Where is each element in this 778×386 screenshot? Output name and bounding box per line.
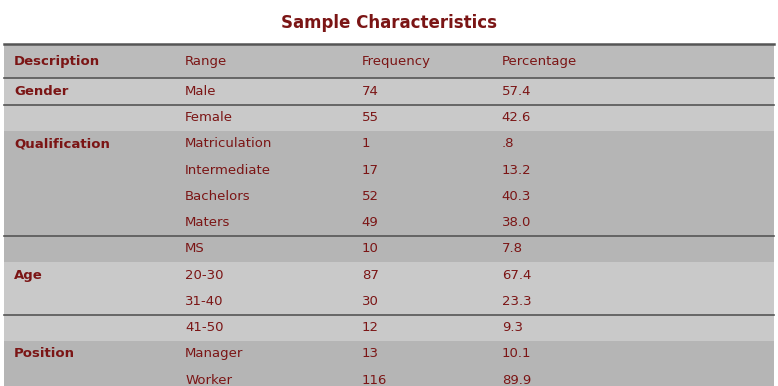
Bar (4, 236, 774, 262)
Text: Worker: Worker (185, 374, 232, 386)
Text: 12: 12 (362, 321, 379, 334)
Text: 7.8: 7.8 (502, 242, 523, 256)
Text: 42.6: 42.6 (502, 111, 531, 124)
Text: 30: 30 (362, 295, 379, 308)
Bar (4, 78, 774, 105)
Bar (4, 44, 774, 78)
Text: Maters: Maters (185, 216, 230, 229)
Bar (4, 131, 774, 157)
Text: Percentage: Percentage (502, 55, 577, 68)
Text: Age: Age (14, 269, 43, 282)
Text: 13: 13 (362, 347, 379, 361)
Text: 40.3: 40.3 (502, 190, 531, 203)
Text: 87: 87 (362, 269, 379, 282)
Text: 74: 74 (362, 85, 379, 98)
Text: 38.0: 38.0 (502, 216, 531, 229)
Bar (4, 315, 774, 341)
Bar (4, 262, 774, 288)
Bar (4, 341, 774, 367)
Text: 10.1: 10.1 (502, 347, 531, 361)
Text: 57.4: 57.4 (502, 85, 531, 98)
Text: Manager: Manager (185, 347, 244, 361)
Text: Matriculation: Matriculation (185, 137, 272, 151)
Bar (4, 157, 774, 183)
Bar (4, 367, 774, 386)
Text: Description: Description (14, 55, 100, 68)
Text: Gender: Gender (14, 85, 68, 98)
Text: 31-40: 31-40 (185, 295, 223, 308)
Text: 67.4: 67.4 (502, 269, 531, 282)
Text: Female: Female (185, 111, 233, 124)
Bar (4, 183, 774, 210)
Text: 10: 10 (362, 242, 379, 256)
Text: 41-50: 41-50 (185, 321, 223, 334)
Text: 17: 17 (362, 164, 379, 177)
Text: Position: Position (14, 347, 75, 361)
Text: 23.3: 23.3 (502, 295, 531, 308)
Text: Bachelors: Bachelors (185, 190, 251, 203)
Text: 116: 116 (362, 374, 387, 386)
Text: 49: 49 (362, 216, 379, 229)
Text: .8: .8 (502, 137, 514, 151)
Text: 20-30: 20-30 (185, 269, 223, 282)
Text: 89.9: 89.9 (502, 374, 531, 386)
Text: Range: Range (185, 55, 227, 68)
Text: Qualification: Qualification (14, 137, 110, 151)
Text: 9.3: 9.3 (502, 321, 523, 334)
Text: 52: 52 (362, 190, 379, 203)
Text: Sample Characteristics: Sample Characteristics (281, 14, 497, 32)
Text: 1: 1 (362, 137, 370, 151)
Bar (4, 210, 774, 236)
Bar (4, 288, 774, 315)
Text: Male: Male (185, 85, 216, 98)
Text: Frequency: Frequency (362, 55, 431, 68)
Text: Intermediate: Intermediate (185, 164, 272, 177)
Text: 55: 55 (362, 111, 379, 124)
Text: 13.2: 13.2 (502, 164, 531, 177)
Bar (4, 105, 774, 131)
Text: MS: MS (185, 242, 205, 256)
